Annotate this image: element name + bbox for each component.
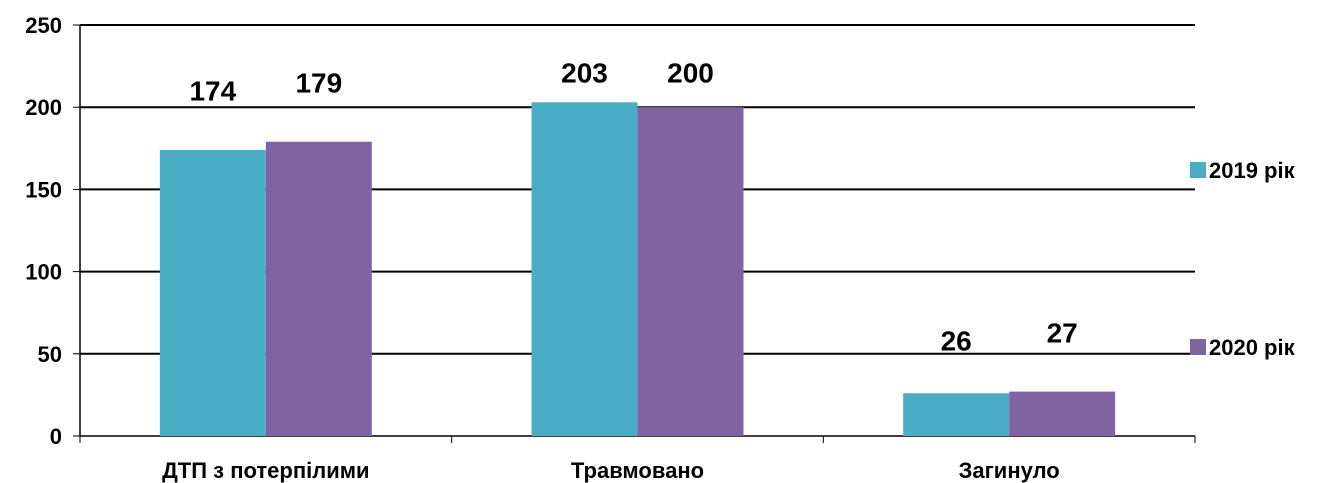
legend-swatch <box>1190 162 1206 178</box>
data-label: 179 <box>295 68 342 99</box>
bar <box>1009 391 1116 436</box>
y-tick-label: 50 <box>38 342 62 367</box>
bar <box>159 149 266 436</box>
y-tick-label: 150 <box>25 177 62 202</box>
data-label: 200 <box>667 57 714 88</box>
y-tick-label: 250 <box>25 13 62 38</box>
x-category-label: ДТП з потерпілими <box>162 458 369 483</box>
data-label: 26 <box>941 326 972 357</box>
x-category-label: Загинуло <box>959 458 1060 483</box>
data-label: 174 <box>189 76 236 107</box>
bar <box>637 107 744 436</box>
y-tick-label: 200 <box>25 95 62 120</box>
bar <box>531 102 638 436</box>
x-category-label: Травмовано <box>571 458 704 483</box>
legend-label: 2020 рік <box>1209 335 1296 360</box>
data-label: 27 <box>1047 318 1078 349</box>
y-tick-label: 0 <box>50 424 62 449</box>
bar <box>265 141 372 436</box>
data-label: 203 <box>561 57 608 88</box>
legend-swatch <box>1190 339 1206 355</box>
bar <box>903 393 1010 436</box>
legend-label: 2019 рік <box>1209 158 1296 183</box>
y-tick-label: 100 <box>25 260 62 285</box>
